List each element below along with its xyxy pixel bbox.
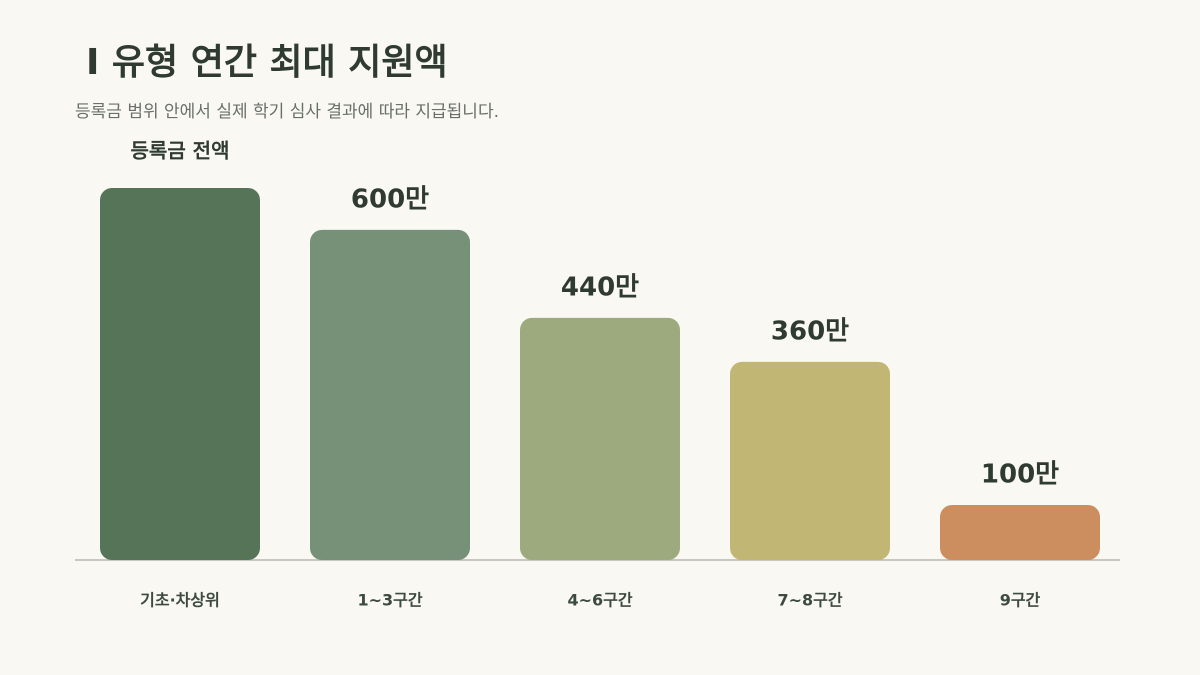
- value-label: 360만: [771, 316, 849, 346]
- bar: [310, 229, 470, 560]
- x-tick-label: 4~6구간: [567, 591, 632, 610]
- chart-subtitle: 등록금 범위 안에서 실제 학기 심사 결과에 따라 지급됩니다.: [75, 102, 499, 122]
- bar: [100, 188, 260, 560]
- bar: [730, 361, 890, 560]
- value-label: 600만: [351, 184, 429, 214]
- value-label: 440만: [561, 272, 639, 302]
- value-label: 등록금 전액: [131, 139, 230, 163]
- bar: [940, 504, 1100, 560]
- value-label: 100만: [981, 459, 1059, 489]
- x-tick-label: 1~3구간: [357, 591, 422, 610]
- x-tick-label: 7~8구간: [777, 591, 842, 610]
- bar: [520, 317, 680, 560]
- x-tick-label: 기초·차상위: [140, 591, 220, 610]
- x-tick-label: 9구간: [1000, 591, 1041, 610]
- chart-title: I 유형 연간 최대 지원액: [86, 42, 448, 83]
